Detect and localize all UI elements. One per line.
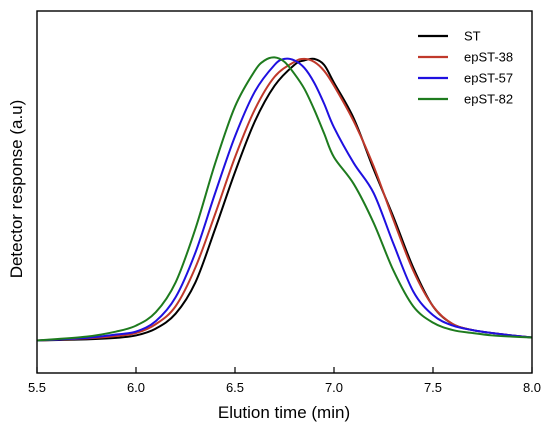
series-line-epst-38 xyxy=(36,57,533,342)
legend-label-epst-82: epST-82 xyxy=(464,92,513,107)
x-tick-label: 8.0 xyxy=(523,380,541,395)
legend-label-st: ST xyxy=(464,29,481,44)
plot-frame xyxy=(36,10,533,374)
legend: ST epST-38 epST-57 epST-82 xyxy=(418,29,513,107)
series-line-epst-82 xyxy=(36,56,533,342)
x-tick-label: 7.5 xyxy=(424,380,442,395)
x-tick-label: 6.0 xyxy=(127,380,145,395)
plot-layer xyxy=(36,56,533,342)
legend-label-epst-38: epST-38 xyxy=(464,50,513,65)
x-axis-title: Elution time (min) xyxy=(218,403,350,422)
legend-label-epst-57: epST-57 xyxy=(464,71,513,86)
x-tick-label: 5.5 xyxy=(28,380,46,395)
series-line-epst-57 xyxy=(36,57,533,342)
y-axis-title: Detector response (a.u) xyxy=(7,100,26,279)
axes-layer: 5.5 6.0 6.5 7.0 7.5 8.0 xyxy=(28,10,541,395)
x-tick-label: 7.0 xyxy=(325,380,343,395)
x-tick-label: 6.5 xyxy=(226,380,244,395)
series-line-st xyxy=(36,57,533,342)
